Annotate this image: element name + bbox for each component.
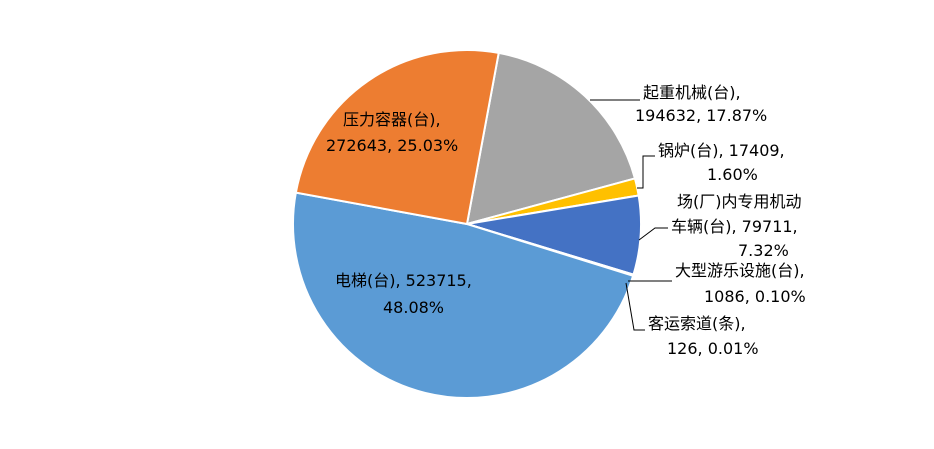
- data-label-7-line-1: 压力容器(台),: [343, 110, 441, 129]
- leader-line-2: [637, 155, 655, 189]
- data-label-3-line-3: 7.32%: [738, 241, 789, 260]
- data-label-3-line-2: 车辆(台), 79711,: [671, 217, 798, 236]
- data-label-5-line-1: 客运索道(条),: [648, 314, 746, 333]
- data-label-1-line-1: 起重机械(台),: [643, 83, 741, 102]
- pie-slice-1: [465, 51, 637, 226]
- data-label-1-line-2: 194632, 17.87%: [635, 106, 767, 125]
- data-label-6-line-2: 48.08%: [383, 298, 444, 317]
- data-label-3-line-1: 场(厂)内专用机动: [677, 192, 802, 211]
- data-label-2-line-2: 1.60%: [707, 165, 758, 184]
- data-label-2-line-1: 锅炉(台), 17409,: [658, 141, 785, 160]
- data-label-7-line-2: 272643, 25.03%: [326, 136, 458, 155]
- data-label-4-line-2: 1086, 0.10%: [704, 287, 806, 306]
- data-label-4-line-1: 大型游乐设施(台),: [675, 261, 805, 280]
- data-label-6-line-1: 电梯(台), 523715,: [335, 271, 472, 290]
- data-label-5-line-2: 126, 0.01%: [667, 339, 759, 358]
- leader-line-3: [638, 227, 668, 241]
- pie-slice-7: [294, 49, 500, 226]
- leader-line-5: [625, 282, 645, 331]
- pie-slice-6: [292, 191, 635, 399]
